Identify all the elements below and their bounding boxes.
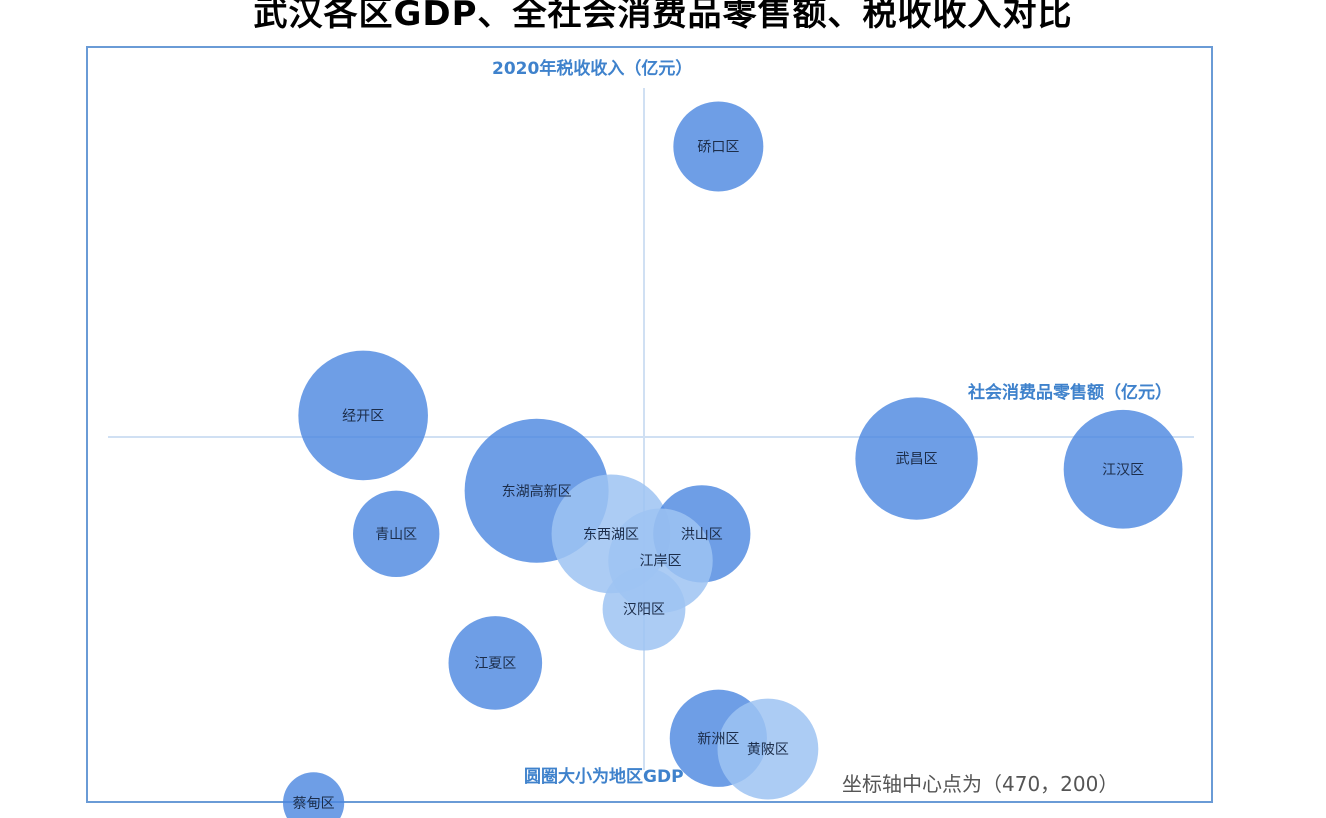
chart-title: 武汉各区GDP、全社会消费品零售额、税收收入对比 <box>253 0 1073 34</box>
axis-center-note: 坐标轴中心点为（470，200） <box>842 772 1119 796</box>
bubble-label-6: 东西湖区 <box>583 527 639 543</box>
bubble-size-note: 圆圈大小为地区GDP <box>524 767 684 787</box>
y-axis-label: 2020年税收收入（亿元） <box>492 59 693 79</box>
bubble-label-10: 青山区 <box>375 527 417 543</box>
bubble-4 <box>1063 409 1183 529</box>
bubble-1 <box>673 101 764 192</box>
bubble-11 <box>448 616 543 710</box>
bubble-3 <box>855 397 978 520</box>
bubble-label-5: 东湖高新区 <box>502 483 572 500</box>
bubble-10 <box>353 490 440 578</box>
bubble-label-13: 黄陂区 <box>747 741 789 758</box>
bubble-label-3: 武昌区 <box>896 452 938 468</box>
bubble-14 <box>283 772 345 818</box>
bubble-label-9: 汉阳区 <box>623 602 665 618</box>
x-axis-label: 社会消费品零售额（亿元） <box>968 383 1172 403</box>
bubble-label-12: 新洲区 <box>697 731 739 747</box>
bubble-label-2: 经开区 <box>342 408 384 424</box>
chart-frame <box>86 46 1213 803</box>
bubble-label-8: 江岸区 <box>640 554 682 570</box>
bubble-13 <box>717 698 819 800</box>
bubble-2 <box>298 350 428 481</box>
bubble-label-14: 蔡甸区 <box>293 796 335 812</box>
bubble-label-1: 硚口区 <box>697 139 739 155</box>
bubble-label-4: 江汉区 <box>1102 462 1144 478</box>
bubble-9 <box>602 567 686 651</box>
bubble-label-7: 洪山区 <box>681 527 723 543</box>
bubble-label-11: 江夏区 <box>474 656 516 672</box>
